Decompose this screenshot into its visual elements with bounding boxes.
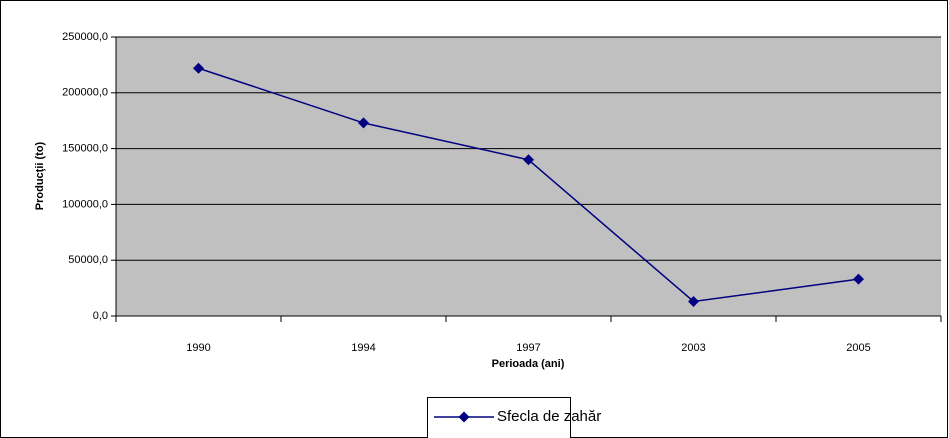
x-tick-label: 2003	[681, 342, 705, 354]
y-tick-label: 200000,0	[62, 87, 108, 99]
legend-label: Sfecla de zahăr	[497, 408, 601, 425]
data-point	[853, 273, 864, 285]
x-tick-label: 1990	[186, 342, 210, 354]
y-axis-title: Producţii (to)	[34, 141, 46, 210]
x-axis-title: Perioada (ani)	[492, 358, 565, 370]
data-point	[688, 295, 699, 307]
y-tick-label: 0,0	[93, 310, 108, 322]
data-point	[523, 154, 534, 166]
y-tick-label: 100000,0	[62, 198, 108, 210]
data-point	[193, 62, 204, 74]
x-tick-label: 2005	[846, 342, 870, 354]
plot-area	[116, 37, 941, 316]
x-tick-label: 1994	[351, 342, 375, 354]
legend-marker	[458, 411, 470, 423]
data-point	[358, 117, 369, 129]
y-tick-label: 50000,0	[68, 254, 108, 266]
y-tick-label: 150000,0	[62, 143, 108, 155]
y-tick-label: 250000,0	[62, 31, 108, 43]
x-tick-label: 1997	[516, 342, 540, 354]
